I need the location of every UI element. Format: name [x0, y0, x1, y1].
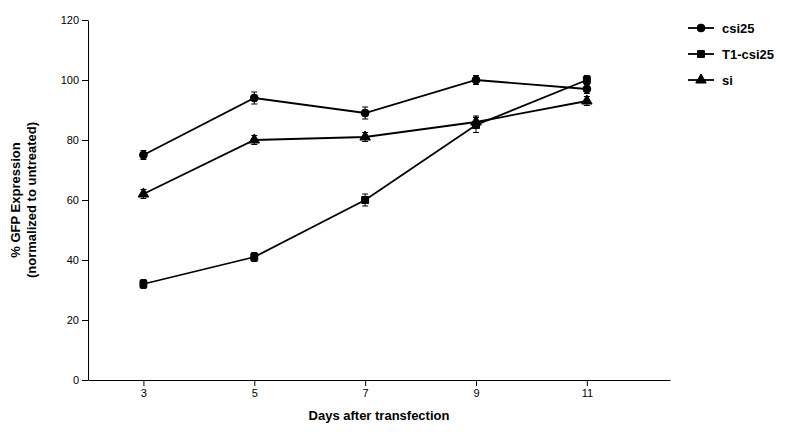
tick-label: 5	[252, 387, 258, 399]
tick-mark	[143, 380, 144, 386]
point	[140, 281, 147, 288]
tick: 100	[61, 74, 88, 86]
error-bar	[362, 194, 368, 206]
tick-label: 9	[473, 387, 479, 399]
tick-label: 20	[67, 314, 79, 326]
axis-line	[89, 380, 671, 381]
legend-entry: csi25	[688, 21, 755, 36]
y-axis-title-line: % GFP Expression	[8, 142, 23, 257]
y-axis: 0 20 40 60 80 100 120	[61, 14, 89, 386]
line	[143, 80, 586, 155]
point	[583, 77, 590, 84]
tick: 60	[67, 194, 88, 206]
tick-label: 40	[67, 254, 79, 266]
point	[360, 131, 371, 140]
series	[140, 76, 590, 289]
series	[140, 76, 591, 160]
legend-entry: si	[688, 73, 733, 88]
point	[471, 116, 482, 125]
y-axis-title-line: (normalized to untreated)	[24, 122, 39, 278]
error-bar	[251, 253, 257, 262]
point	[140, 151, 148, 159]
tick: 20	[67, 314, 88, 326]
tick-mark	[476, 380, 477, 386]
axis-line	[88, 21, 89, 381]
tick-mark	[82, 20, 88, 21]
point	[361, 109, 369, 117]
plot-area	[138, 76, 592, 289]
line	[143, 101, 586, 194]
error-bar	[140, 151, 146, 160]
x-axis-title: Days after transfection	[309, 408, 450, 423]
x-axis: 3 5 7 9 11	[89, 380, 671, 399]
tick-mark	[82, 320, 88, 321]
tick: 3	[141, 380, 147, 399]
error-bar	[584, 85, 590, 94]
legend-marker	[698, 51, 705, 58]
legend-marker	[696, 74, 707, 83]
tick-mark	[254, 380, 255, 386]
tick-mark	[82, 80, 88, 81]
tick-label: 11	[582, 387, 593, 399]
chart: 3 5 7 9 11 0 20 40 60 80 100 120 Days after transfec…	[0, 0, 800, 432]
tick-label: 3	[141, 387, 147, 399]
tick: 80	[67, 134, 88, 146]
tick-label: 60	[67, 194, 79, 206]
tick-mark	[82, 140, 88, 141]
tick-mark	[82, 200, 88, 201]
tick: 11	[582, 380, 593, 399]
point	[250, 94, 258, 102]
point	[582, 95, 593, 104]
tick: 120	[61, 14, 88, 26]
legend-marker	[697, 24, 705, 32]
tick-mark	[587, 380, 588, 386]
tick: 9	[473, 380, 479, 399]
tick: 5	[252, 380, 258, 399]
series	[138, 95, 592, 199]
tick-mark	[365, 380, 366, 386]
tick-label: 7	[363, 387, 369, 399]
legend-label: si	[722, 73, 733, 88]
error-bar	[584, 76, 590, 85]
point	[362, 197, 369, 204]
legend-entry: T1-csi25	[688, 47, 774, 62]
legend-label: T1-csi25	[722, 47, 774, 62]
point	[249, 134, 260, 143]
point	[138, 188, 149, 197]
error-bar	[362, 107, 368, 119]
line	[143, 80, 586, 284]
tick-label: 120	[61, 14, 79, 26]
tick-label: 100	[61, 74, 79, 86]
tick-mark	[82, 260, 88, 261]
point	[472, 76, 480, 84]
y-axis-title: % GFP Expression(normalized to untreated…	[8, 122, 39, 278]
legend: csi25 T1-csi25 si	[688, 21, 774, 88]
error-bar	[140, 280, 146, 289]
tick-label: 80	[67, 134, 79, 146]
tick: 40	[67, 254, 88, 266]
point	[251, 254, 258, 261]
point	[583, 85, 591, 93]
error-bar	[251, 92, 257, 104]
tick-mark	[82, 380, 88, 381]
error-bar	[473, 76, 479, 85]
tick: 0	[73, 374, 88, 386]
legend-label: csi25	[722, 21, 755, 36]
tick-label: 0	[73, 374, 79, 386]
tick: 7	[363, 380, 369, 399]
